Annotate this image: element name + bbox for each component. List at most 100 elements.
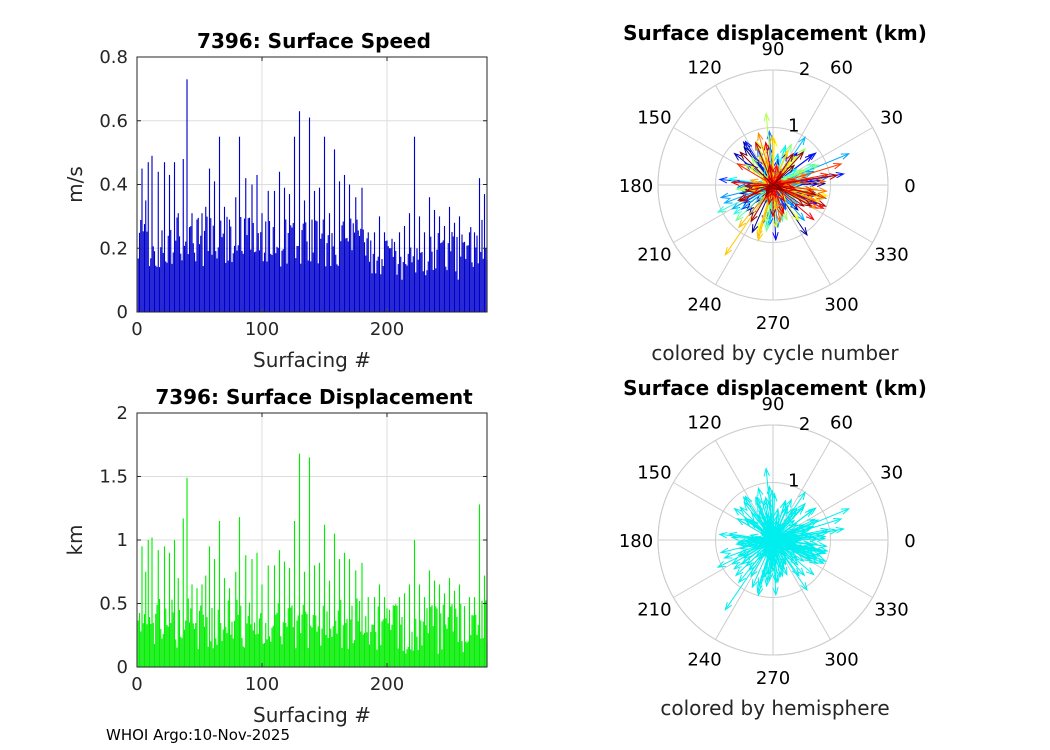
bar bbox=[185, 620, 187, 667]
bar bbox=[341, 225, 343, 312]
bar bbox=[340, 599, 342, 667]
vector-head bbox=[750, 213, 758, 223]
bar bbox=[272, 227, 274, 312]
vector-shaft bbox=[737, 518, 774, 541]
bar bbox=[180, 253, 182, 312]
bar bbox=[325, 634, 327, 667]
bar bbox=[448, 206, 451, 312]
bar bbox=[191, 584, 193, 667]
bar bbox=[401, 616, 403, 667]
bar bbox=[142, 231, 144, 312]
vector-head bbox=[740, 556, 750, 565]
bar bbox=[368, 261, 371, 312]
bar bbox=[395, 604, 397, 667]
bar bbox=[408, 584, 411, 667]
bar bbox=[286, 626, 288, 667]
bar bbox=[305, 222, 307, 312]
bar bbox=[177, 213, 179, 312]
vector-arrow bbox=[743, 182, 774, 189]
bar bbox=[348, 184, 351, 312]
bar bbox=[393, 241, 396, 313]
bar bbox=[208, 168, 211, 312]
bar bbox=[328, 580, 331, 667]
bar bbox=[338, 559, 341, 667]
bar bbox=[427, 633, 429, 667]
bar bbox=[196, 588, 198, 667]
bar bbox=[451, 232, 453, 312]
bar bbox=[371, 624, 373, 667]
bar bbox=[260, 613, 262, 667]
vector-arrow bbox=[767, 163, 774, 186]
bar bbox=[183, 629, 186, 667]
vector-arrow bbox=[772, 151, 805, 186]
bar bbox=[190, 608, 192, 667]
vector-head bbox=[800, 582, 808, 592]
bar bbox=[160, 629, 162, 667]
bar bbox=[463, 606, 466, 667]
bar bbox=[413, 136, 416, 312]
bar bbox=[327, 235, 329, 312]
bar bbox=[248, 217, 251, 312]
bar bbox=[267, 190, 269, 313]
bar bbox=[227, 600, 229, 667]
bar bbox=[187, 598, 189, 667]
bar bbox=[481, 219, 483, 312]
chart-title: 7396: Surface Speed bbox=[197, 29, 431, 53]
x-tick-label: 100 bbox=[245, 319, 279, 340]
bar bbox=[445, 266, 447, 312]
bar bbox=[301, 230, 303, 312]
vector-head bbox=[781, 211, 788, 222]
vector-head bbox=[767, 195, 774, 206]
bar bbox=[165, 261, 167, 312]
vector-head bbox=[810, 519, 820, 526]
vector-head bbox=[736, 163, 746, 171]
bar bbox=[441, 649, 443, 667]
bar bbox=[406, 265, 408, 312]
vector-head bbox=[803, 526, 813, 533]
bar bbox=[476, 634, 478, 667]
bar bbox=[268, 636, 271, 667]
vector-head bbox=[775, 538, 785, 546]
vector-head bbox=[802, 176, 812, 184]
bar bbox=[287, 232, 289, 312]
bar bbox=[290, 607, 292, 667]
vector-head bbox=[744, 495, 753, 505]
bar bbox=[468, 232, 471, 312]
bar bbox=[447, 617, 449, 667]
bar bbox=[188, 622, 191, 667]
bar bbox=[231, 621, 233, 667]
vector-shaft bbox=[739, 151, 774, 186]
bar bbox=[333, 533, 336, 667]
bar bbox=[382, 619, 384, 667]
y-tick-label: 0.4 bbox=[99, 175, 128, 196]
bar bbox=[478, 504, 481, 667]
chart-title: Surface displacement (km) bbox=[623, 21, 927, 45]
radius-tick-label: 2 bbox=[799, 59, 810, 80]
vector-head bbox=[778, 520, 787, 530]
vector-arrow bbox=[772, 152, 794, 186]
y-tick-label: 0.8 bbox=[99, 47, 128, 68]
bar bbox=[310, 625, 312, 667]
bar bbox=[437, 233, 439, 312]
bar bbox=[256, 174, 258, 312]
bar bbox=[397, 648, 399, 667]
vector-shaft bbox=[738, 539, 774, 556]
bar bbox=[456, 616, 458, 667]
vector-arrow bbox=[757, 486, 774, 541]
vector-shaft bbox=[772, 174, 838, 186]
vector-head bbox=[718, 532, 728, 539]
bar bbox=[342, 625, 344, 667]
vector-head bbox=[772, 520, 780, 530]
vector-head bbox=[815, 202, 825, 210]
bar bbox=[323, 524, 326, 667]
vector-head bbox=[744, 140, 753, 150]
bar bbox=[387, 246, 389, 312]
y-tick-label: 0 bbox=[117, 302, 128, 323]
bar bbox=[226, 633, 228, 667]
bar bbox=[462, 242, 464, 312]
bar bbox=[435, 606, 437, 667]
bar bbox=[173, 540, 176, 667]
bar bbox=[480, 251, 482, 312]
bar bbox=[211, 254, 213, 312]
bar bbox=[206, 617, 208, 667]
